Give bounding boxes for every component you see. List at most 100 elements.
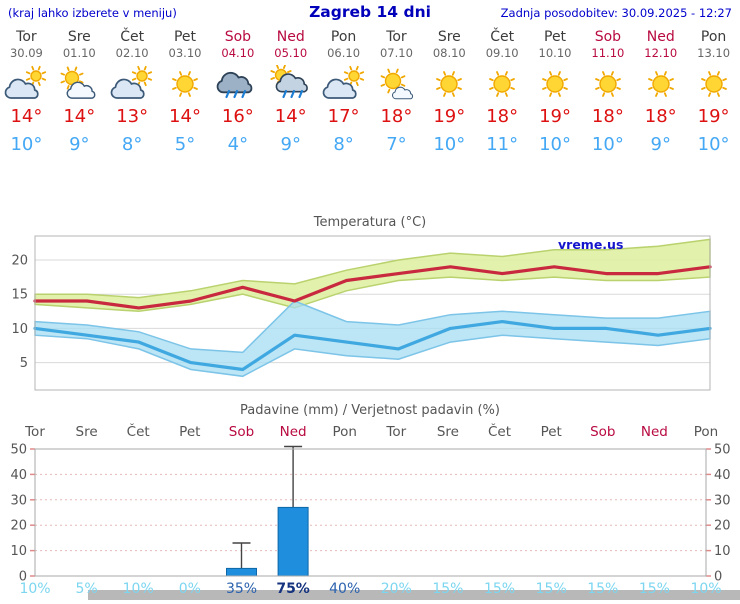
day-min-temp: 9° [280,134,301,155]
svg-text:20: 20 [11,254,28,269]
day-min-temp: 10° [591,134,624,155]
day-date: 05.10 [274,46,308,60]
day-column: Pon 13.10 19° 10° [687,29,740,155]
svg-text:10: 10 [10,544,27,559]
day-max-temp: 14° [10,106,43,127]
min-temp-band [34,300,711,378]
weather-icon-sunny [529,62,582,106]
precip-day-label: Pon [332,424,356,440]
weather-icon-mostly-sunny [370,62,423,106]
weather-icon-partly-cloudy [53,62,106,106]
weather-icon-rain [211,62,264,106]
day-date: 09.10 [485,46,519,60]
precip-day-label: Čet [488,422,511,440]
min-temp-line [33,320,712,372]
day-max-temp: 19° [433,106,466,127]
precip-bar [226,567,257,577]
precipitation-section: Padavine (mm) / Verjetnost padavin (%) 0… [0,402,740,604]
precip-day-label: Pet [179,424,200,440]
weather-icon-mostly-cloudy [0,62,53,106]
precip-probability: 75% [276,581,310,597]
precip-day-label: Sob [229,424,254,440]
temperature-section: Temperatura (°C) 5 10 15 20 vreme.us [0,214,740,400]
day-name: Pon [330,29,357,45]
svg-text:30: 30 [10,493,27,508]
svg-text:0: 0 [19,570,27,585]
precip-probability: 10% [123,581,154,597]
precip-probability: 15% [484,581,515,597]
svg-text:20: 20 [10,519,27,534]
day-max-temp: 18° [644,106,677,127]
precip-day-label: Tor [24,424,45,440]
day-min-temp: 9° [650,134,671,155]
day-name: Čet [490,29,515,45]
svg-text:15: 15 [11,288,28,303]
svg-text:10: 10 [11,322,28,337]
day-date: 13.10 [697,46,731,60]
weather-icon-sunny [581,62,634,106]
day-name: Sre [437,29,461,45]
watermark: vreme.us [558,237,623,252]
precip-probability: 40% [329,581,360,597]
svg-text:40: 40 [10,468,27,483]
day-name: Tor [386,29,407,45]
svg-text:50: 50 [714,443,731,458]
day-column: Čet 02.10 13° 8° [106,29,159,155]
weather-icon-sunny [634,62,687,106]
day-min-temp: 10° [433,134,466,155]
day-max-temp: 14° [63,106,96,127]
weather-icon-sunny [476,62,529,106]
day-column: Pet 03.10 14° 5° [159,29,212,155]
day-min-temp: 5° [174,134,196,155]
precipitation-chart: 0 0 10 10 20 20 30 30 40 40 50 50 Tor Sre Čet Pet Sob Ned… [0,420,740,604]
svg-text:30: 30 [714,493,731,508]
weather-icon-mostly-cloudy [106,62,159,106]
precip-day-label: Sre [437,424,459,440]
precip-day-label: Pon [694,424,718,440]
day-date: 02.10 [115,46,149,60]
day-max-temp: 18° [486,106,519,127]
weather-icon-sunny [159,62,212,106]
weather-icon-sunny [423,62,476,106]
temperature-chart-title: Temperatura (°C) [313,215,427,230]
day-column: Pet 10.10 19° 10° [529,29,582,155]
day-name: Sre [67,29,91,45]
temperature-chart-svg: 5 10 15 20 vreme.us [11,235,712,391]
svg-text:40: 40 [714,468,731,483]
day-min-temp: 10° [10,134,43,155]
precip-day-label: Sre [76,424,98,440]
precip-probability: 15% [587,581,618,597]
day-max-temp: 19° [697,106,730,127]
precip-day-label: Čet [127,422,150,440]
precip-day-label: Ned [641,424,668,440]
day-column: Tor 07.10 18° 7° [370,29,423,155]
day-max-temp: 17° [327,106,360,127]
svg-text:20: 20 [714,519,731,534]
day-min-temp: 10° [697,134,730,155]
precip-day-label: Ned [280,424,307,440]
horizontal-scrollbar[interactable] [88,590,740,600]
page-title: Zagreb 14 dni [309,3,431,21]
precip-probability: 15% [432,581,463,597]
precipitation-chart-title: Padavine (mm) / Verjetnost padavin (%) [240,403,500,418]
precip-day-label: Tor [385,424,406,440]
day-min-temp: 10° [539,134,571,155]
svg-text:5: 5 [20,356,28,371]
day-name: Tor [16,29,37,45]
day-max-temp: 13° [116,106,149,127]
precipitation-chart-svg: 0 0 10 10 20 20 30 30 40 40 50 50 Tor Sre Čet Pet Sob Ned… [10,422,731,597]
day-name: Sob [224,29,252,45]
precip-probability: 15% [536,581,567,597]
day-name: Ned [276,29,305,45]
day-max-temp: 14° [274,106,307,127]
svg-text:50: 50 [10,443,27,458]
precip-probability: 10% [690,581,721,597]
svg-text:0: 0 [714,570,722,585]
day-min-temp: 8° [121,134,143,155]
day-date: 07.10 [379,46,413,60]
day-date: 08.10 [432,46,466,60]
day-column: Sob 04.10 16° 4° [211,29,264,155]
day-min-temp: 8° [333,134,354,155]
precip-day-label: Pet [541,424,562,440]
last-updated: Zadnja posodobitev: 30.09.2025 - 12:27 [500,6,732,20]
